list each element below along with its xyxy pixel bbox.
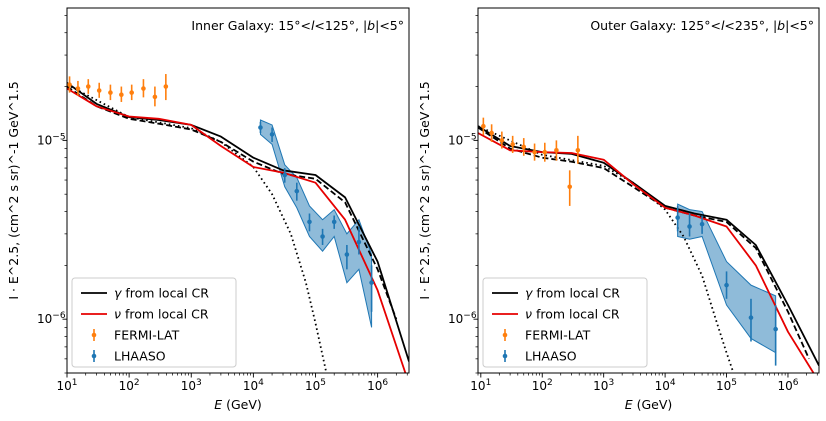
fermi-point	[96, 88, 102, 93]
legend-item: LHAASO	[502, 349, 577, 364]
fermi-point	[152, 94, 158, 100]
x-tick-label: 103	[181, 378, 202, 393]
nu-curve	[478, 132, 815, 373]
legend-point-swatch	[91, 332, 97, 338]
lhaaso-point	[369, 280, 374, 285]
y-tick-label: 10−6	[448, 311, 477, 326]
legend-label: FERMI-LAT	[114, 328, 180, 343]
lhaaso-point	[356, 239, 362, 245]
gamma-curve-dashed	[478, 126, 810, 360]
x-tick-label: 105	[305, 378, 326, 393]
legend: γ from local CR ν from local CR FERMI-LAT L…	[71, 277, 237, 368]
lhaaso-point	[258, 125, 263, 130]
lhaaso-point	[269, 132, 275, 137]
y-tick-label: 10−5	[448, 132, 477, 147]
gamma-curve-dotted	[67, 83, 328, 373]
fermi-point	[542, 149, 548, 155]
fermi-point	[119, 92, 124, 98]
x-tick-label: 106	[367, 378, 388, 393]
legend-label: FERMI-LAT	[525, 328, 591, 343]
x-tick-label: 104	[243, 378, 264, 393]
lhaaso-point	[675, 215, 680, 220]
lhaaso-point	[331, 219, 337, 225]
fermi-point	[532, 149, 537, 155]
plot-area	[67, 74, 409, 373]
fermi-point	[108, 90, 113, 95]
panel-inner: 101 102 103 104 105 106 10−6 10−5 E (GeV) I · E^2…	[6, 7, 410, 412]
legend-item: ν from local CR	[492, 307, 620, 322]
legend-point-swatch	[91, 353, 97, 359]
fermi-point	[575, 148, 581, 153]
lhaaso-point	[748, 315, 754, 320]
legend-label: LHAASO	[114, 349, 166, 364]
legend-label: γ from local CR	[114, 286, 209, 301]
legend-item: FERMI-LAT	[91, 328, 180, 343]
lhaaso-point	[307, 219, 312, 225]
lhaaso-point	[282, 172, 288, 178]
legend: γ from local CR ν from local CR FERMI-LAT L…	[482, 277, 648, 368]
gamma-curve-dashed	[67, 85, 398, 320]
panel-annotation: Inner Galaxy: 15°<l<125°, |b|<5°	[191, 18, 404, 33]
lhaaso-point	[344, 252, 350, 257]
nu-curve	[67, 87, 407, 373]
lhaaso-point	[699, 221, 705, 227]
fermi-point	[554, 148, 559, 153]
x-tick-label: 101	[56, 378, 77, 393]
y-axis-label: I · E^2.5, (cm^2 s sr)^-1 GeV^1.5	[417, 81, 432, 299]
legend-item: ν from local CR	[81, 307, 209, 322]
x-tick-label: 102	[119, 378, 140, 393]
gamma-curve-dotted	[478, 125, 735, 373]
fermi-point	[510, 142, 515, 147]
fermi-point	[489, 130, 494, 136]
x-axis-label: E (GeV)	[625, 397, 673, 412]
lhaaso-point	[294, 188, 300, 194]
legend-label: γ from local CR	[525, 286, 620, 301]
lhaaso-point	[724, 282, 729, 288]
fermi-point	[481, 123, 486, 129]
legend-item: LHAASO	[91, 349, 166, 364]
fermi-point	[85, 84, 91, 89]
x-axis-label: E (GeV)	[214, 397, 262, 412]
y-tick-label: 10−5	[37, 132, 66, 147]
panel-outer: 101 102 103 104 105 106 10−6 10−5 E (GeV) I · E^2…	[417, 7, 820, 412]
axes-frame	[66, 7, 410, 374]
x-tick-label: 106	[777, 378, 798, 393]
fermi-point	[75, 86, 81, 91]
lhaaso-point	[687, 224, 692, 229]
fermi-point	[67, 82, 72, 87]
legend-box	[482, 277, 648, 368]
axes-frame	[477, 7, 820, 374]
lhaaso-point	[773, 326, 778, 332]
fermi-point	[141, 86, 146, 91]
lhaaso-point	[320, 234, 325, 239]
panel-annotation: Outer Galaxy: 125°<l<235°, |b|<5°	[590, 18, 814, 33]
fermi-point	[521, 144, 527, 150]
y-axis-label: I · E^2.5, (cm^2 s sr)^-1 GeV^1.5	[6, 81, 21, 299]
fermi-point	[499, 138, 505, 143]
fermi-point	[163, 84, 169, 89]
fermi-point	[567, 184, 573, 190]
legend-label: LHAASO	[525, 349, 577, 364]
x-tick-label: 105	[716, 378, 737, 393]
x-tick-label: 103	[593, 378, 614, 393]
x-tick-label: 104	[655, 378, 676, 393]
plot-area	[478, 117, 819, 373]
y-tick-label: 10−6	[37, 311, 66, 326]
fermi-point	[129, 90, 134, 95]
legend-label: ν from local CR	[114, 307, 209, 322]
legend-box	[71, 277, 237, 368]
legend-item: γ from local CR	[81, 286, 209, 301]
legend-label: ν from local CR	[525, 307, 620, 322]
legend-item: γ from local CR	[492, 286, 620, 301]
legend-point-swatch	[502, 353, 508, 359]
x-tick-label: 101	[470, 378, 491, 393]
x-tick-label: 102	[532, 378, 553, 393]
legend-item: FERMI-LAT	[502, 328, 591, 343]
legend-point-swatch	[502, 332, 508, 338]
